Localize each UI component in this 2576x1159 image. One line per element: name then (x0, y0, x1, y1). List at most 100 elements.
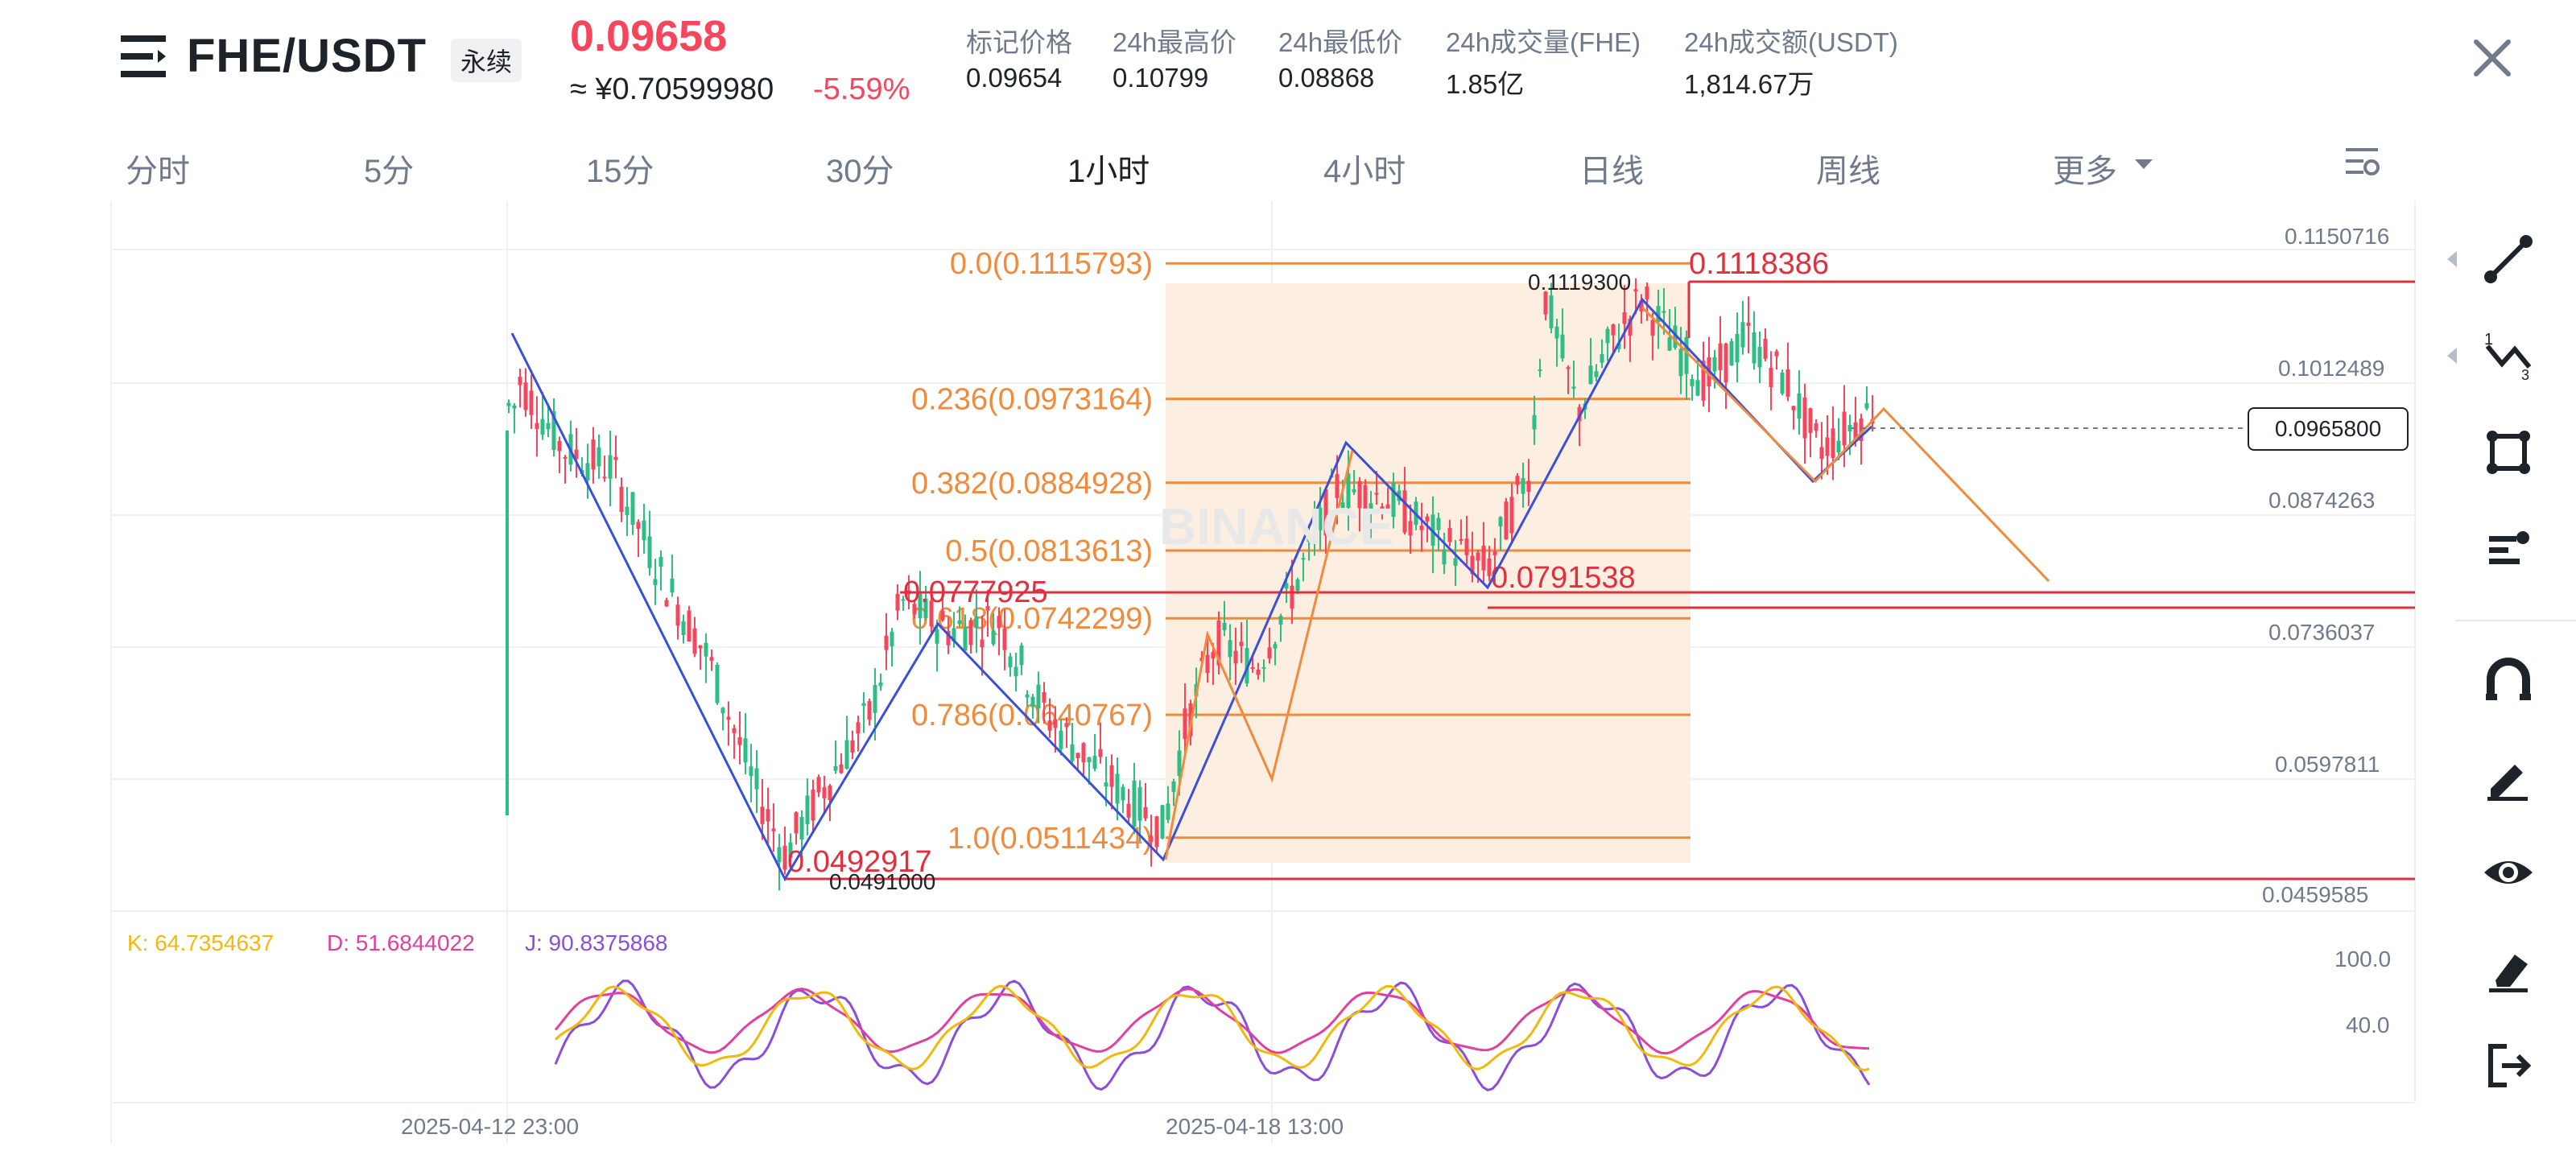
candle-body (957, 620, 962, 625)
trend-line-icon[interactable] (2479, 230, 2537, 288)
text-tool-icon[interactable] (2479, 520, 2537, 578)
candle-body (760, 806, 765, 824)
watermark: BINANCE (1159, 497, 1394, 555)
candle-body (1301, 558, 1306, 560)
candle-body (1335, 473, 1340, 498)
close-icon[interactable] (2470, 35, 2515, 80)
expand-arrow-icon[interactable] (2446, 346, 2460, 369)
pencil-icon[interactable] (2479, 747, 2537, 805)
candle-body (563, 456, 568, 459)
tab-30m[interactable]: 30分 (826, 154, 894, 189)
candle-body (642, 520, 646, 541)
candle-body (794, 812, 799, 834)
candle-body (1808, 408, 1813, 433)
chart-settings-icon[interactable] (2343, 143, 2381, 182)
candle-body (1476, 552, 1480, 561)
candle-body (1042, 692, 1046, 703)
candle-body (1312, 526, 1317, 535)
exit-icon[interactable] (2479, 1037, 2537, 1095)
price-tick: 0.0874263 (2268, 488, 2376, 513)
candle-body (1763, 338, 1768, 359)
candle-body (698, 645, 703, 649)
candle-body (1684, 336, 1689, 374)
candle-body (1616, 343, 1621, 349)
eraser-icon[interactable] (2479, 940, 2537, 998)
candle-body (1104, 782, 1108, 787)
candle-body (636, 522, 641, 529)
kdj-k-value: K: 64.7354637 (127, 930, 275, 955)
expand-arrow-icon[interactable] (2446, 250, 2460, 273)
tab-daily[interactable]: 日线 (1579, 154, 1644, 189)
candle-body (715, 664, 720, 703)
candle-body (1081, 743, 1086, 763)
candle-body (946, 630, 951, 645)
candle-body (726, 716, 731, 720)
candle-body (1075, 753, 1080, 759)
candle-body (687, 610, 691, 642)
chevron-down-icon[interactable] (2133, 156, 2154, 172)
tab-5m[interactable]: 5分 (364, 154, 415, 189)
candle-body (1408, 521, 1413, 536)
tab-more[interactable]: 更多 (2053, 154, 2117, 189)
candle-body (1025, 694, 1030, 698)
candle-body (1667, 337, 1672, 351)
candle-body (1836, 440, 1841, 453)
price-tick: 0.1150716 (2285, 224, 2390, 249)
candle-body (890, 631, 894, 647)
candle-body (1487, 558, 1492, 576)
fib-level-label: 0.0(0.1115793) (950, 247, 1153, 281)
candle-body (523, 382, 528, 410)
candle-body (878, 683, 883, 687)
tab-1h[interactable]: 1小时 (1067, 154, 1150, 189)
tab-4h[interactable]: 4小时 (1323, 154, 1406, 189)
tab-15m[interactable]: 15分 (586, 154, 654, 189)
candle-body (506, 402, 511, 406)
price-tick: 0.0597811 (2275, 752, 2380, 777)
candle-body (546, 423, 551, 430)
candle-body (647, 536, 652, 568)
stat-value-mark-price: 0.09654 (966, 63, 1063, 93)
candle-body (1008, 656, 1013, 668)
low-label: 0.0491000 (829, 869, 935, 894)
candle-body (1233, 650, 1238, 664)
candle-body (1092, 756, 1097, 769)
candle-body (1115, 773, 1120, 804)
visibility-icon[interactable] (2479, 843, 2537, 901)
candle-body (512, 405, 517, 409)
candle-body (1566, 367, 1571, 369)
candle-body (901, 599, 906, 601)
candle-body (1374, 493, 1379, 495)
stat-value-24h-turnover: 1,814.67万 (1684, 69, 1814, 99)
rectangle-icon[interactable] (2479, 423, 2537, 481)
candle-body (816, 777, 821, 793)
candle-body (1402, 490, 1407, 533)
candle-body (619, 486, 624, 513)
candle-body (749, 766, 753, 777)
candle-body (861, 703, 866, 707)
candle-body (1228, 640, 1232, 658)
magnet-icon[interactable] (2479, 650, 2537, 708)
candle-body (1183, 708, 1187, 740)
candle-body (602, 476, 607, 479)
tab-time-share[interactable]: 分时 (126, 154, 190, 189)
candle-body (1628, 318, 1633, 336)
candle-body (664, 600, 669, 607)
candle-body (1098, 749, 1103, 757)
current-price-tag: 0.0965800 (2248, 407, 2409, 451)
price-chart[interactable]: 0.0(0.1115793) 0.236(0.0973164) 0.382(0.08… (0, 193, 2447, 1143)
candle-body (1622, 312, 1627, 324)
candle-body (1639, 300, 1644, 311)
candle-body (1166, 803, 1170, 820)
tab-weekly[interactable]: 周线 (1816, 154, 1880, 189)
candle-body (1250, 666, 1255, 669)
candle-body (1549, 295, 1554, 328)
candle-body (1087, 757, 1092, 763)
candle-body (1267, 647, 1272, 659)
candle-body (1459, 538, 1463, 541)
kdj-j-line (554, 980, 1871, 1092)
candle-body (1695, 380, 1700, 396)
candle-body (1724, 343, 1728, 383)
symbol-title[interactable]: FHE/USDT (187, 30, 427, 82)
menu-icon[interactable] (121, 32, 169, 80)
